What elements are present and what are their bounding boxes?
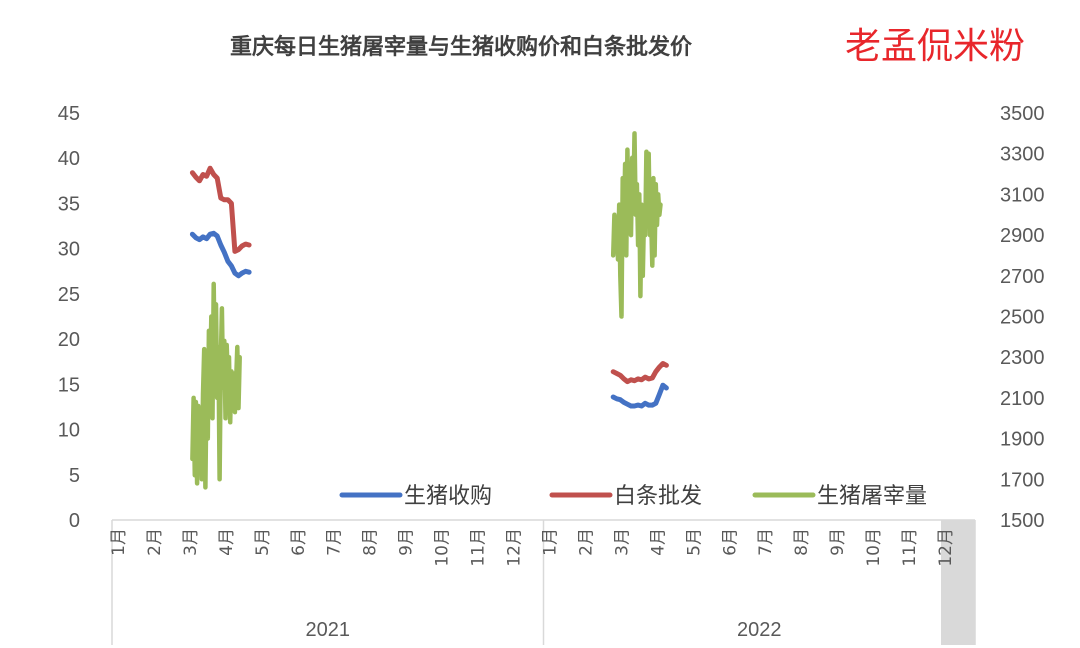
y-right-tick: 3500 bbox=[1000, 103, 1045, 125]
series-line bbox=[610, 361, 669, 385]
y-right-tick: 2100 bbox=[1000, 388, 1045, 410]
x-month-tick: 10月 bbox=[864, 528, 884, 567]
axes: 0 5 10 15 20 25 30 35 40 45 1500 1700 1900 2100 2300 25… bbox=[58, 103, 1045, 645]
series-line bbox=[189, 230, 252, 279]
x-month-tick: 11月 bbox=[900, 528, 920, 567]
y-right-tick: 2500 bbox=[1000, 307, 1045, 329]
legend-label: 生猪屠宰量 bbox=[817, 484, 927, 509]
y-left-tick: 30 bbox=[58, 239, 80, 261]
x-month-tick: 9月 bbox=[828, 528, 848, 556]
x-month-tick: 12月 bbox=[505, 528, 525, 567]
chart-title: 重庆每日生猪屠宰量与生猪收购价和白条批发价 bbox=[230, 34, 693, 60]
x-month-tick: 10月 bbox=[433, 528, 453, 567]
x-month-tick: 3月 bbox=[181, 528, 201, 556]
y-left-tick: 45 bbox=[58, 103, 80, 125]
legend: 生猪收购 白条批发 生猪屠宰量 bbox=[339, 484, 927, 509]
x-month-tick: 6月 bbox=[720, 528, 740, 556]
y-right-tick: 1700 bbox=[1000, 469, 1045, 491]
y-left-tick: 25 bbox=[58, 284, 80, 306]
y-left-tick: 15 bbox=[58, 374, 80, 396]
x-month-tick: 4月 bbox=[648, 528, 668, 556]
x-month-tick: 5月 bbox=[684, 528, 704, 556]
series-line bbox=[189, 165, 252, 254]
x-month-tick: 7月 bbox=[325, 528, 345, 556]
y-right-tick: 1900 bbox=[1000, 429, 1045, 451]
y-left-tick: 10 bbox=[58, 420, 80, 442]
y-right-tick: 3100 bbox=[1000, 184, 1045, 206]
axis-shade bbox=[941, 520, 975, 645]
y-left-tick: 35 bbox=[58, 193, 80, 215]
x-month-tick: 8月 bbox=[792, 528, 812, 556]
x-month-tick: 12月 bbox=[936, 528, 956, 567]
y-right-tick: 3300 bbox=[1000, 144, 1045, 166]
x-month-tick: 11月 bbox=[469, 528, 489, 567]
y-left-tick: 20 bbox=[58, 329, 80, 351]
x-month-tick: 2月 bbox=[576, 528, 596, 556]
x-month-tick: 1月 bbox=[109, 528, 129, 556]
watermark-text: 老孟侃米粉 bbox=[845, 26, 1025, 67]
series-line bbox=[610, 131, 663, 319]
y-left-tick: 5 bbox=[69, 465, 80, 487]
x-year-label: 2021 bbox=[306, 619, 351, 641]
x-year-label: 2022 bbox=[737, 619, 782, 641]
x-month-tick: 6月 bbox=[289, 528, 309, 556]
y-left-tick: 0 bbox=[69, 510, 80, 532]
x-month-tick: 4月 bbox=[217, 528, 237, 556]
y-right-tick: 2300 bbox=[1000, 347, 1045, 369]
legend-label: 生猪收购 bbox=[404, 484, 492, 509]
x-month-tick: 7月 bbox=[756, 528, 776, 556]
x-month-tick: 2月 bbox=[145, 528, 165, 556]
series-group bbox=[189, 131, 669, 490]
series-line bbox=[190, 281, 242, 490]
legend-label: 白条批发 bbox=[614, 484, 702, 509]
y-right-tick: 2900 bbox=[1000, 225, 1045, 247]
x-month-tick: 8月 bbox=[361, 528, 381, 556]
y-left-tick: 40 bbox=[58, 148, 80, 170]
x-month-tick: 1月 bbox=[540, 528, 560, 556]
x-month-tick: 9月 bbox=[397, 528, 417, 556]
y-right-tick: 2700 bbox=[1000, 266, 1045, 288]
y-right-tick: 1500 bbox=[1000, 510, 1045, 532]
x-month-tick: 3月 bbox=[612, 528, 632, 556]
series-line bbox=[610, 382, 669, 409]
x-month-tick: 5月 bbox=[253, 528, 273, 556]
